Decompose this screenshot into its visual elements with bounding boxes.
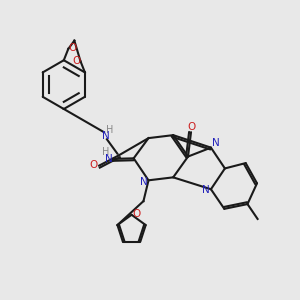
- Text: O: O: [132, 209, 141, 219]
- Text: N: N: [202, 185, 210, 195]
- Text: N: N: [105, 154, 113, 164]
- Text: O: O: [72, 56, 80, 65]
- Text: H: H: [106, 125, 114, 135]
- Text: N: N: [212, 138, 220, 148]
- Text: O: O: [188, 122, 196, 132]
- Text: N: N: [101, 131, 109, 141]
- Text: O: O: [68, 44, 76, 53]
- Text: N: N: [140, 176, 147, 187]
- Text: O: O: [90, 160, 98, 170]
- Text: H: H: [102, 147, 109, 158]
